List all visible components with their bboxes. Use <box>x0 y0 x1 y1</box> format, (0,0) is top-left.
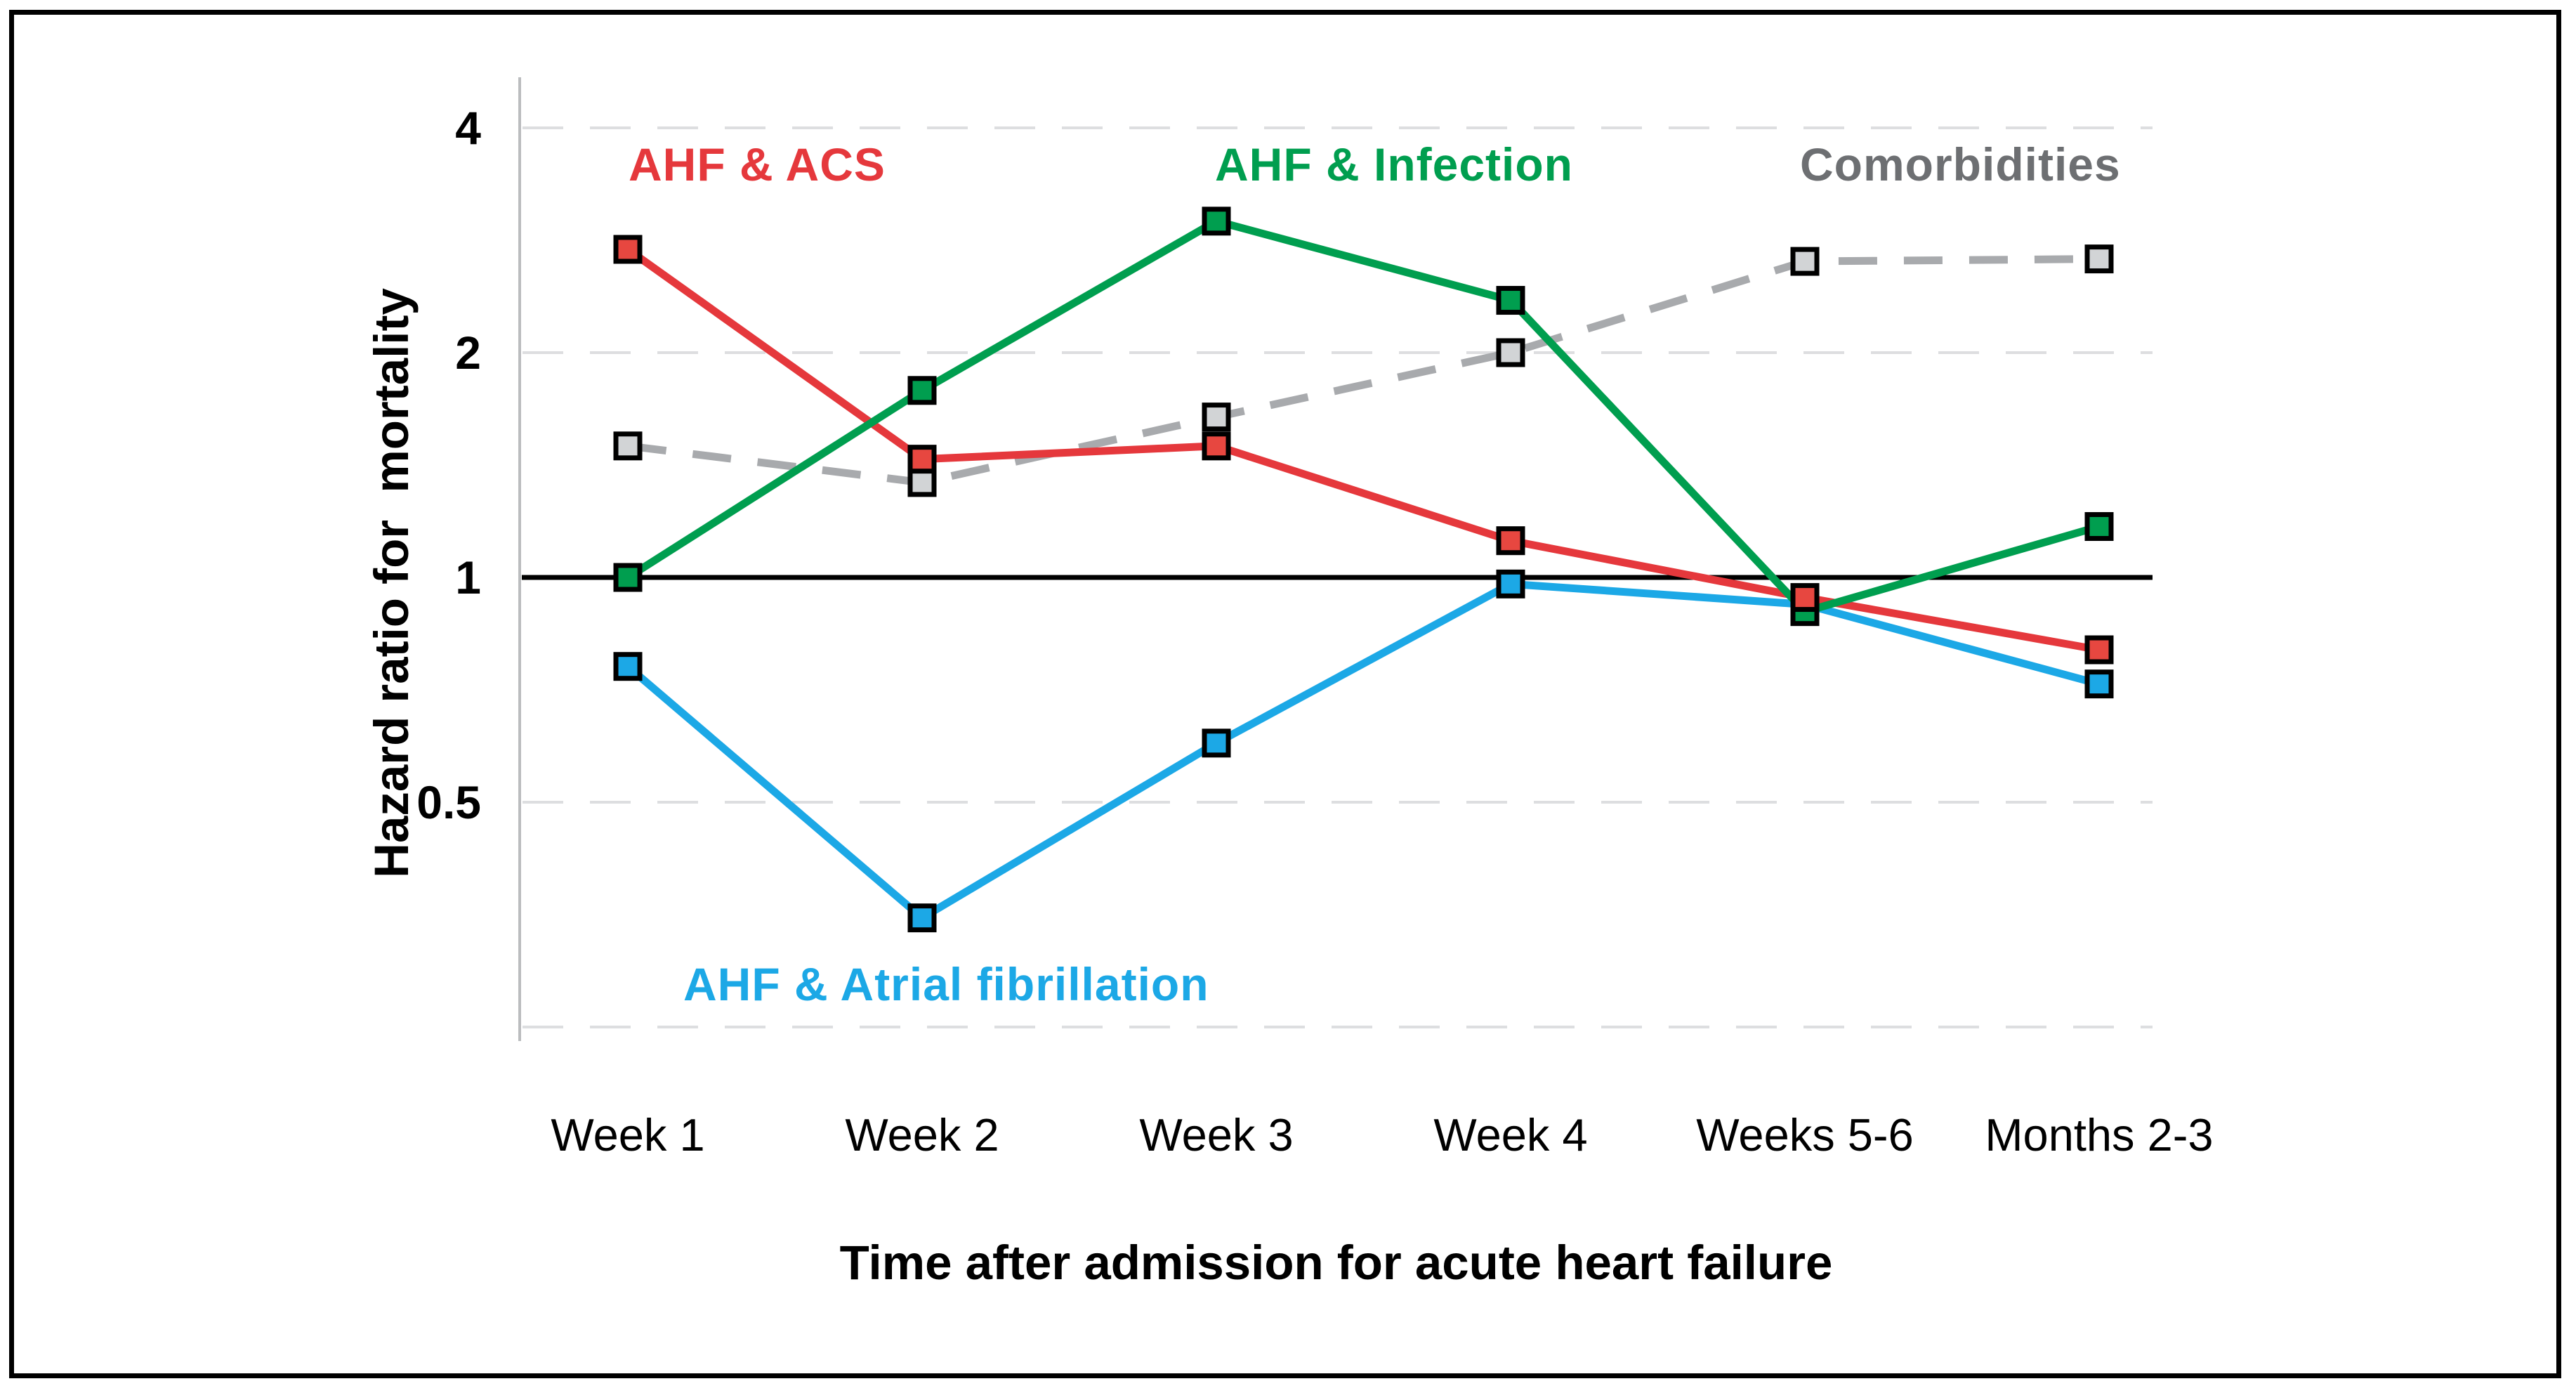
data-point-comorbidities-weeks-5-6 <box>1790 247 1820 276</box>
y-axis-title: Hazard ratio for mortality <box>364 288 419 878</box>
legend-comorbidities: Comorbidities <box>1800 138 2121 190</box>
x-tick-label-months-2-3: Months 2-3 <box>1985 1109 2213 1160</box>
x-tick-label-weeks-5-6: Weeks 5-6 <box>1696 1109 1913 1160</box>
data-point-ahf-infection-week-3 <box>1202 207 1231 236</box>
data-point-ahf-acs-week-4 <box>1496 526 1525 556</box>
y-tick-label-1: 1 <box>455 551 481 603</box>
data-point-comorbidities-week-1 <box>613 431 643 461</box>
data-point-comorbidities-week-4 <box>1496 338 1525 367</box>
series-line-ahf-atrial-fibrillation <box>625 580 2101 923</box>
data-point-ahf-acs-week-2 <box>907 445 937 474</box>
data-point-ahf-atrial-fibrillation-week-4 <box>1496 569 1525 599</box>
series-line-comorbidities <box>627 255 2100 487</box>
x-axis-title: Time after admission for acute heart fai… <box>839 1236 1833 1290</box>
data-point-ahf-acs-months-2-3 <box>2084 635 2114 665</box>
data-point-ahf-acs-week-3 <box>1202 431 1231 461</box>
data-point-comorbidities-week-2 <box>907 468 937 497</box>
data-point-ahf-atrial-fibrillation-week-2 <box>907 903 937 933</box>
data-point-comorbidities-months-2-3 <box>2084 244 2114 274</box>
y-tick-label-4: 4 <box>455 102 481 154</box>
data-point-ahf-atrial-fibrillation-week-1 <box>613 652 643 681</box>
data-point-ahf-infection-week-2 <box>907 376 937 405</box>
legend-ahf-acs: AHF & ACS <box>629 138 886 190</box>
data-point-ahf-atrial-fibrillation-week-3 <box>1202 728 1231 758</box>
data-point-comorbidities-week-3 <box>1202 403 1231 432</box>
legend-ahf-infection: AHF & Infection <box>1215 138 1573 190</box>
figure-border <box>9 10 2561 1378</box>
legend-ahf-atrial-fibrillation: AHF & Atrial fibrillation <box>683 958 1209 1010</box>
x-tick-label-week-1: Week 1 <box>551 1109 704 1160</box>
data-point-ahf-infection-week-1 <box>613 563 643 592</box>
x-tick-label-week-4: Week 4 <box>1433 1109 1587 1160</box>
data-point-ahf-infection-week-4 <box>1496 286 1525 315</box>
y-tick-label-2: 2 <box>455 327 481 379</box>
data-point-ahf-acs-week-1 <box>613 235 643 264</box>
data-point-ahf-atrial-fibrillation-months-2-3 <box>2084 669 2114 699</box>
series-line-ahf-infection <box>626 216 2101 616</box>
data-point-ahf-acs-weeks-5-6 <box>1790 583 1820 613</box>
y-tick-label-0.5: 0.5 <box>416 776 481 828</box>
x-tick-label-week-2: Week 2 <box>845 1109 999 1160</box>
data-point-ahf-infection-months-2-3 <box>2084 512 2114 542</box>
x-tick-label-week-3: Week 3 <box>1139 1109 1293 1160</box>
